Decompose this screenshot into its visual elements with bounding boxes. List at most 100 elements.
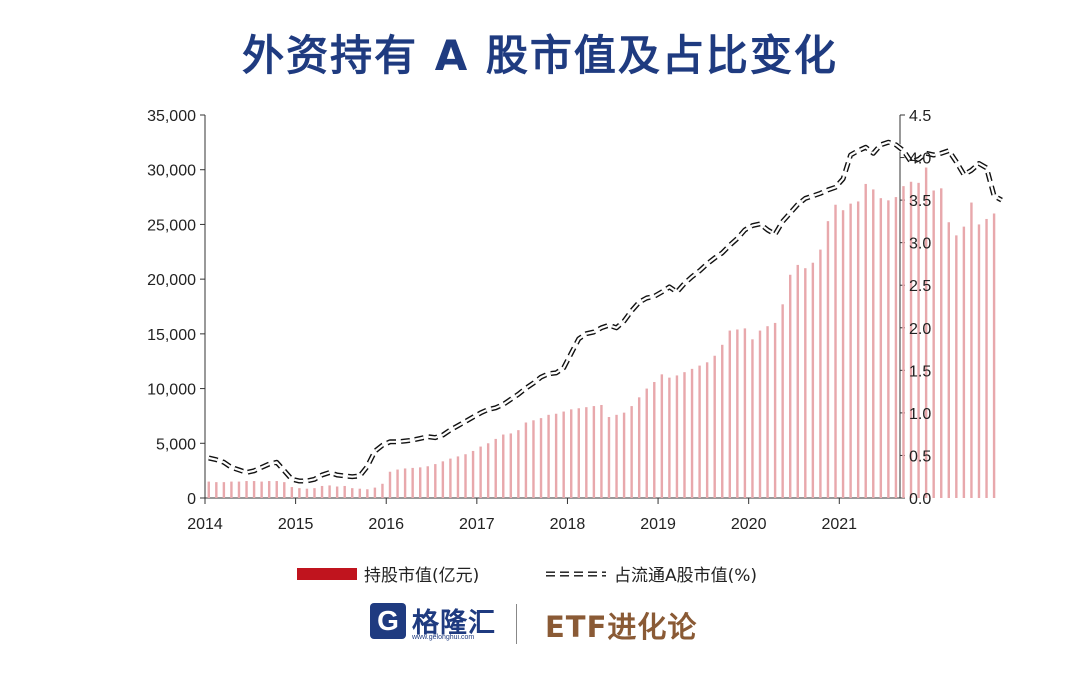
- y-right-tick-label: 0.0: [909, 491, 931, 508]
- y-right-tick-label: 3.0: [909, 236, 931, 253]
- bar-holding-value: [524, 422, 528, 498]
- y-right-tick-label: 4.5: [909, 108, 931, 125]
- bar-holding-value: [426, 466, 429, 498]
- footer-divider: [516, 604, 517, 644]
- y-right-tick-label: 2.5: [909, 278, 931, 295]
- bar-holding-value: [275, 481, 278, 498]
- logo-url: www.gelonghui.com: [412, 634, 475, 641]
- line-share-halo: [208, 139, 1004, 484]
- bar-holding-value: [215, 482, 218, 498]
- y-left-tick-label: 10,000: [147, 382, 196, 399]
- axes-group: [200, 114, 905, 504]
- bar-holding-value: [449, 458, 452, 498]
- bar-holding-value: [653, 382, 656, 498]
- bar-holding-value: [479, 446, 482, 498]
- x-tick-label: 2019: [640, 516, 676, 533]
- bar-holding-value: [781, 304, 784, 498]
- bar-holding-value: [721, 344, 724, 498]
- line-share-inner: [208, 141, 1003, 483]
- x-tick-label: 2021: [821, 516, 857, 533]
- line-share-outer: [208, 139, 1003, 484]
- bar-holding-value: [856, 201, 860, 498]
- bar-holding-value: [351, 488, 354, 498]
- legend-line-label: 占流通A股市值(%): [614, 566, 757, 586]
- y-left-tick-label: 30,000: [147, 163, 196, 180]
- bar-holding-value: [600, 404, 603, 498]
- bar-holding-value: [909, 181, 913, 498]
- bar-holding-value: [207, 481, 210, 498]
- y-left-tick-label: 20,000: [147, 272, 196, 289]
- bar-holding-value: [622, 412, 626, 498]
- bar-holding-value: [773, 322, 777, 498]
- bar-holding-value: [554, 413, 558, 498]
- bar-holding-value: [985, 218, 988, 498]
- bar-holding-value: [932, 190, 935, 498]
- logo-name: 格隆汇: [412, 608, 496, 639]
- bar-holding-value: [728, 330, 732, 498]
- bar-holding-value: [434, 464, 437, 498]
- y-left-tick-label: 25,000: [147, 217, 196, 234]
- bar-holding-value: [864, 183, 867, 498]
- bar-holding-value: [245, 481, 248, 498]
- bar-holding-value: [841, 210, 845, 498]
- bar-holding-value: [230, 481, 233, 498]
- bar-holding-value: [381, 483, 384, 498]
- bar-holding-value: [970, 202, 973, 499]
- y-right-tick-label: 4.0: [909, 151, 931, 168]
- bar-holding-value: [940, 188, 943, 498]
- legend: 持股市值(亿元) 占流通A股市值(%): [297, 566, 757, 586]
- bar-holding-value: [690, 368, 694, 498]
- bar-holding-value: [826, 221, 830, 498]
- bar-holding-value: [283, 482, 286, 498]
- bar-holding-value: [955, 235, 958, 498]
- bar-holding-value: [260, 481, 263, 498]
- bar-holding-value: [924, 167, 928, 499]
- bar-holding-value: [494, 438, 497, 498]
- bar-holding-value: [403, 468, 407, 498]
- bar-holding-value: [237, 481, 241, 498]
- gelonghui-logo-icon: G: [370, 603, 406, 639]
- bar-holding-value: [917, 182, 920, 499]
- bar-holding-value: [879, 198, 883, 498]
- bar-holding-value: [637, 397, 641, 498]
- bar-holding-value: [947, 222, 950, 499]
- bar-holding-value: [796, 264, 799, 498]
- x-tick-label: 2017: [459, 516, 495, 533]
- bar-holding-value: [751, 339, 754, 498]
- y-right-tick-label: 3.5: [909, 193, 931, 210]
- bar-holding-value: [834, 204, 837, 498]
- chart-canvas: 0 5,000 10,000 15,000 20,000 25,000 30,000 35,0…: [147, 108, 1004, 586]
- bar-holding-value: [532, 420, 535, 498]
- bar-holding-value: [471, 450, 475, 498]
- x-tick-label: 2015: [278, 516, 314, 533]
- bar-holding-value: [486, 443, 490, 498]
- bar-holding-value: [373, 487, 377, 498]
- x-tick-label: 2018: [550, 516, 586, 533]
- ticks-group: 0 5,000 10,000 15,000 20,000 25,000 30,000 35,0…: [147, 108, 931, 533]
- bar-holding-value: [441, 461, 445, 498]
- x-tick-label: 2016: [368, 516, 404, 533]
- y-left-tick-label: 5,000: [156, 436, 196, 453]
- y-right-tick-label: 0.5: [909, 448, 931, 465]
- bar-holding-value: [645, 388, 648, 498]
- bar-holding-value: [766, 326, 769, 498]
- bar-holding-value: [252, 481, 256, 498]
- bar-holding-value: [577, 408, 580, 498]
- bar-holding-value: [992, 213, 996, 498]
- bar-holding-value: [894, 197, 898, 499]
- brand-name: ETF进化论: [545, 610, 698, 644]
- bar-holding-value: [320, 485, 324, 498]
- bar-holding-value: [305, 488, 309, 498]
- bar-holding-value: [819, 249, 822, 498]
- bar-holding-value: [660, 374, 664, 498]
- bar-holding-value: [962, 226, 966, 499]
- bar-holding-value: [675, 375, 679, 498]
- bar-holding-value: [902, 186, 905, 498]
- bar-holding-value: [328, 485, 331, 498]
- bar-holding-value: [668, 377, 671, 498]
- x-tick-label: 2020: [731, 516, 767, 533]
- bar-holding-value: [811, 262, 815, 498]
- bar-holding-value: [585, 407, 588, 498]
- bar-holding-value: [758, 330, 762, 498]
- bar-holding-value: [788, 274, 792, 498]
